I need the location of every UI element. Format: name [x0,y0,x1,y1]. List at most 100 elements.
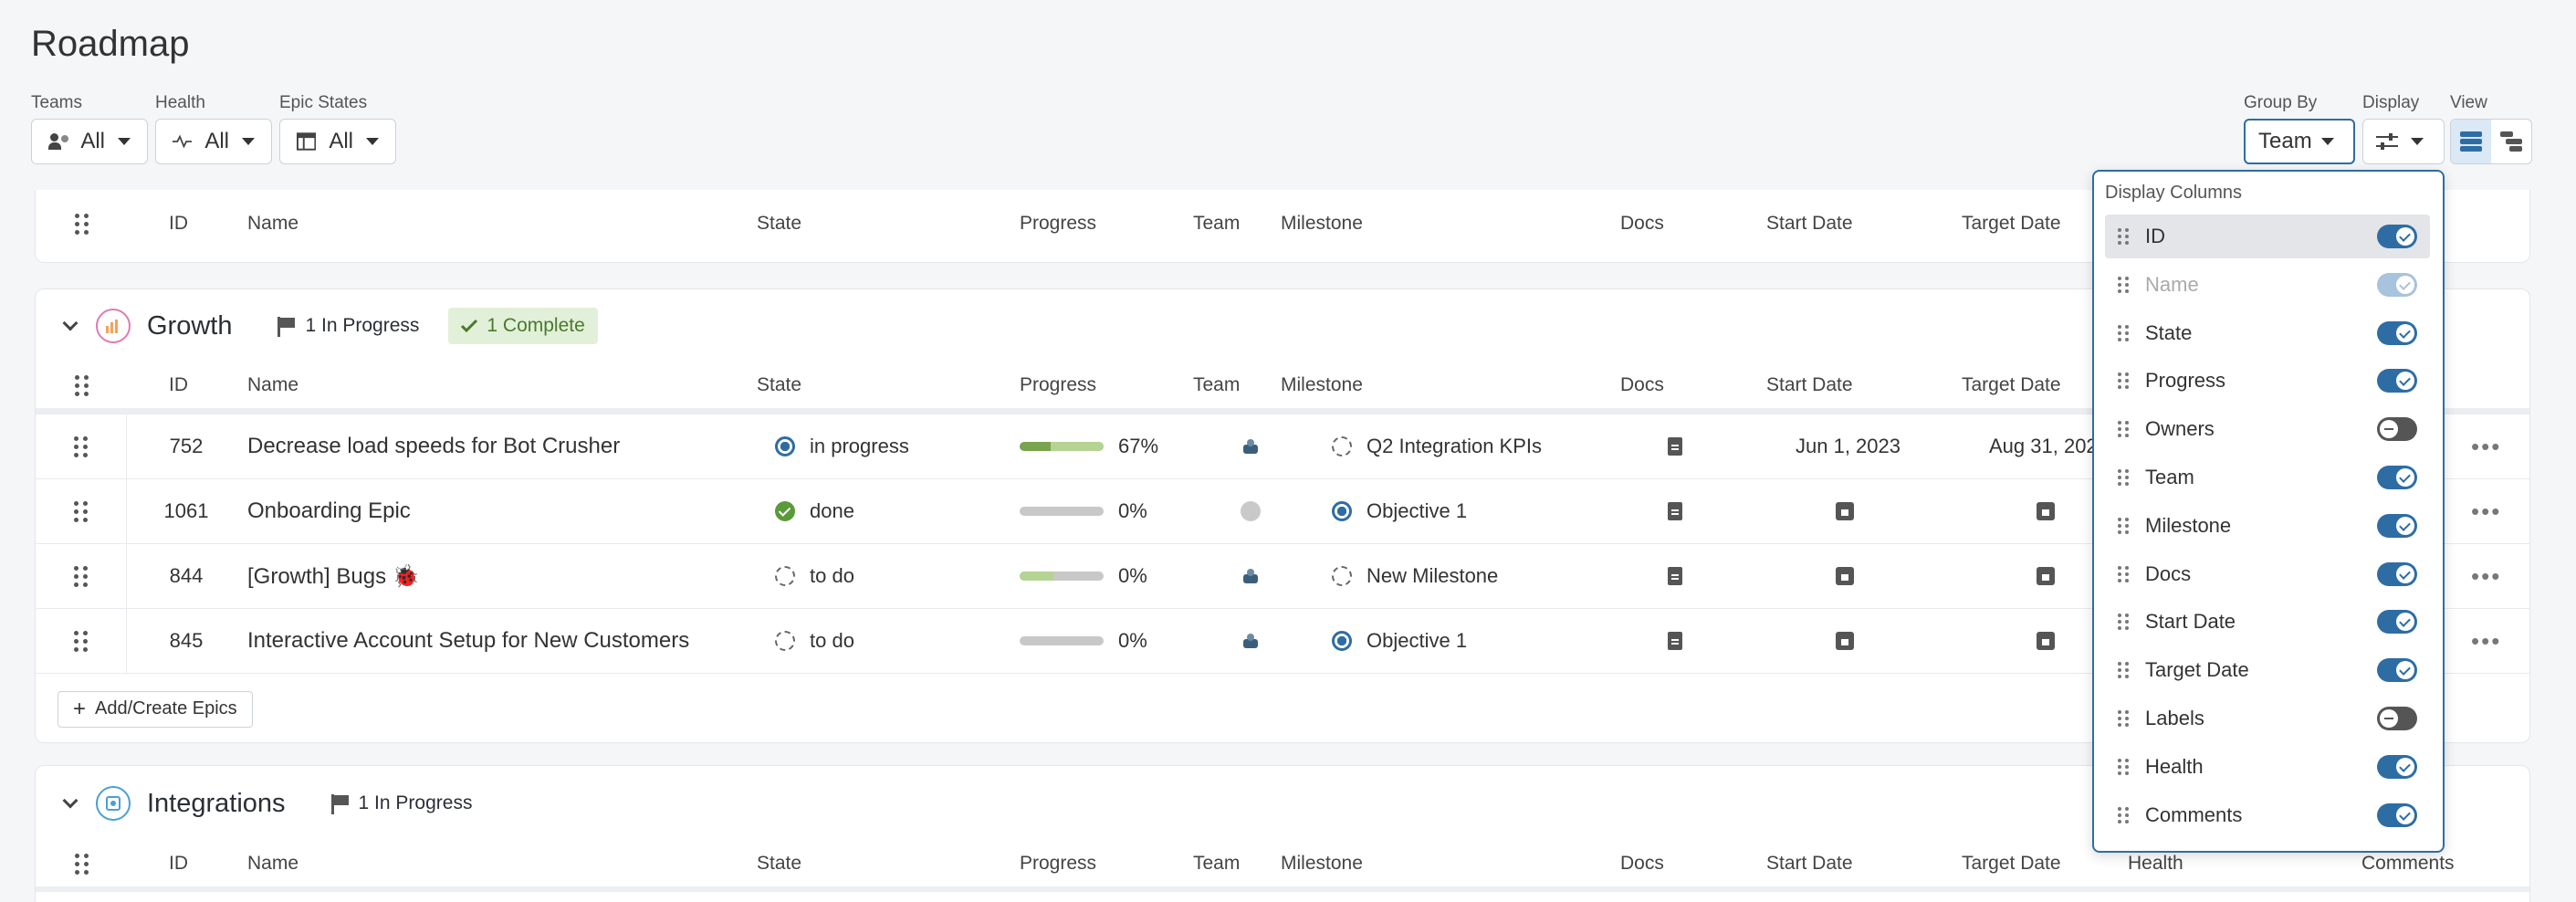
drag-icon[interactable] [2118,758,2129,775]
chevron-down-icon[interactable] [62,792,79,809]
epic-name[interactable]: Onboarding Epic [247,498,411,523]
calendar-icon[interactable] [1836,609,1854,673]
column-toggle[interactable] [2377,225,2417,248]
column-toggle[interactable] [2377,754,2417,779]
column-toggle[interactable] [2377,466,2417,489]
more-options-icon[interactable]: ••• [2471,561,2502,590]
doc-icon[interactable] [1668,544,1682,608]
drag-icon[interactable] [2118,324,2129,341]
column-toggle[interactable] [2377,513,2417,538]
state-label: to do [810,629,854,652]
chevron-down-icon[interactable] [62,315,79,331]
doc-icon[interactable] [1668,479,1682,543]
doc-icon[interactable] [1668,414,1682,478]
add-create-epics-button[interactable]: + Add/Create Epics [58,690,253,728]
col-progress: Progress [1020,374,1097,395]
column-toggle[interactable] [2377,272,2417,297]
column-toggle[interactable] [2377,802,2417,827]
target-date[interactable]: Aug 31, 2023 [1989,435,2109,457]
drag-icon[interactable] [2118,565,2129,582]
calendar-icon[interactable] [1836,544,1854,608]
display-column-comments[interactable]: Comments [2105,793,2430,837]
calendar-icon[interactable] [1836,479,1854,543]
display-column-progress[interactable]: Progress [2105,359,2430,403]
table-row[interactable]: 845 Interactive Account Setup for New Cu… [36,608,2529,673]
table-row[interactable]: 1061 Onboarding Epic done 0% Objective 1… [36,478,2529,543]
epic-states-filter-button[interactable]: All [279,119,396,164]
timeline-view-button[interactable] [2491,120,2531,163]
drag-handle[interactable] [36,609,127,673]
calendar-icon[interactable] [2037,544,2055,608]
column-label: Progress [2145,369,2226,393]
drag-icon[interactable] [2118,662,2129,679]
calendar-icon[interactable] [2037,479,2055,543]
epic-state[interactable]: to do [775,609,854,673]
drag-icon[interactable] [2118,469,2129,486]
calendar-icon[interactable] [2037,609,2055,673]
column-toggle[interactable] [2377,417,2417,442]
more-options-icon[interactable]: ••• [2471,626,2502,655]
epic-milestone[interactable]: New Milestone [1332,544,1498,608]
column-toggle[interactable] [2377,707,2417,730]
drag-handle[interactable] [36,841,127,886]
display-column-team[interactable]: Team [2105,456,2430,499]
display-column-start-date[interactable]: Start Date [2105,600,2430,644]
epic-state[interactable]: done [775,479,854,543]
group-by-dropdown[interactable]: Team [2244,119,2355,164]
start-date[interactable]: Jun 1, 2023 [1796,435,1901,457]
drag-icon[interactable] [2118,276,2129,293]
column-toggle[interactable] [2377,610,2417,635]
epic-name[interactable]: Interactive Account Setup for New Custom… [247,628,690,653]
column-toggle[interactable] [2377,320,2417,345]
drag-icon [74,630,88,652]
epic-milestone[interactable]: Objective 1 [1332,609,1467,673]
bot-team-icon [1241,544,1261,608]
display-column-target-date[interactable]: Target Date [2105,648,2430,692]
drag-icon[interactable] [2118,806,2129,823]
drag-handle[interactable] [36,190,127,257]
drag-handle[interactable] [36,362,127,408]
epic-name[interactable]: Decrease load speeds for Bot Crusher [247,434,621,458]
drag-handle[interactable] [36,479,127,543]
epic-milestone[interactable]: Objective 1 [1332,479,1467,543]
epic-state[interactable]: to do [775,544,854,608]
epic-name[interactable]: [Growth] Bugs 🐞 [247,563,420,589]
column-toggle[interactable] [2377,369,2417,393]
doc-icon[interactable] [1668,609,1682,673]
display-column-docs[interactable]: Docs [2105,552,2430,596]
column-label: Name [2145,272,2199,296]
more-options-icon[interactable]: ••• [2471,432,2502,460]
table-row[interactable]: 752 Decrease load speeds for Bot Crusher… [36,414,2529,478]
state-label: in progress [810,435,909,457]
display-column-id[interactable]: ID [2105,215,2430,258]
teams-filter-button[interactable]: All [31,119,148,164]
display-column-health[interactable]: Health [2105,745,2430,789]
display-options-button[interactable] [2362,119,2445,164]
display-column-owners[interactable]: Owners [2105,407,2430,451]
column-toggle[interactable] [2377,658,2417,683]
epic-state[interactable]: in progress [775,414,909,478]
drag-icon[interactable] [2118,614,2129,631]
display-column-labels[interactable]: Labels [2105,697,2430,740]
display-column-state[interactable]: State [2105,311,2430,355]
drag-icon[interactable] [2118,517,2129,534]
display-column-milestone[interactable]: Milestone [2105,504,2430,548]
drag-icon[interactable] [2118,710,2129,727]
drag-icon[interactable] [2118,228,2129,245]
drag-handle[interactable] [36,544,127,608]
drag-handle[interactable] [36,414,127,478]
timeline-view-icon [2500,131,2522,152]
epic-milestone[interactable]: Q2 Integration KPIs [1332,414,1542,478]
table-row[interactable]: 844 [Growth] Bugs 🐞 to do 0% New Milesto… [36,543,2529,608]
group-name: Integrations [147,788,286,818]
drag-icon[interactable] [2118,421,2129,438]
list-view-button[interactable] [2451,120,2491,163]
more-options-icon[interactable]: ••• [2471,497,2502,525]
caret-down-icon [2411,138,2424,145]
add-create-label: Add/Create Epics [95,698,237,718]
display-column-name[interactable]: Name [2105,263,2430,307]
progress-bar [1020,636,1104,645]
health-filter-button[interactable]: All [155,119,272,164]
column-toggle[interactable] [2377,561,2417,586]
drag-icon[interactable] [2118,372,2129,390]
